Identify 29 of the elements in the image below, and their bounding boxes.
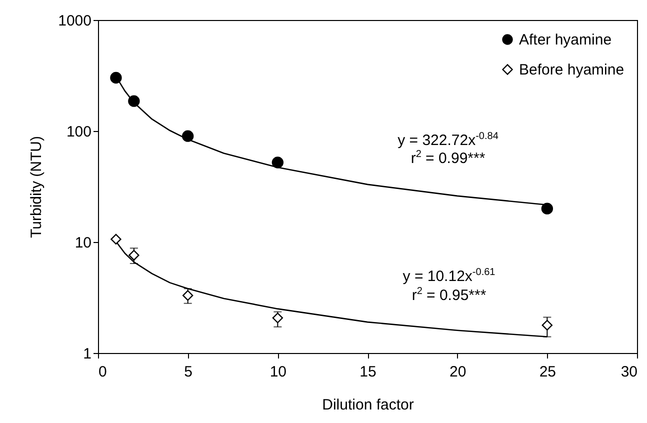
x-tick-label: 20 xyxy=(449,364,466,380)
annotation: y = 322.72x$^{-0.84}$ xyxy=(398,130,498,150)
y-tick-label: 1 xyxy=(83,346,92,362)
y-axis-title: Turbidity (NTU) xyxy=(28,136,46,238)
point xyxy=(272,156,284,168)
point xyxy=(272,312,284,324)
point xyxy=(541,202,554,214)
x-tick-label: 0 xyxy=(98,364,107,380)
point xyxy=(182,290,194,301)
x-tick-label: 15 xyxy=(360,364,376,380)
x-tick-label: 25 xyxy=(539,364,556,380)
point xyxy=(182,130,194,142)
y-tick-label: 10 xyxy=(74,234,92,252)
legend-label: Before hyamine xyxy=(519,62,624,78)
y-tick-label: 1000 xyxy=(58,12,92,30)
point xyxy=(110,72,122,84)
point xyxy=(128,95,140,107)
x-tick-label: 10 xyxy=(270,364,287,380)
point xyxy=(110,234,122,245)
point xyxy=(128,250,140,261)
x-tick-label: 5 xyxy=(184,364,193,380)
annotation: y = 10.12x$^{-0.61}$ xyxy=(402,266,496,286)
annotation: r$^{2}$ = 0.99*** xyxy=(410,149,486,167)
legend-label: After hyamine xyxy=(519,32,612,48)
x-axis-title: Dilution factor xyxy=(322,396,414,414)
annotation: r$^{2}$ = 0.95*** xyxy=(412,286,486,304)
point xyxy=(542,320,553,331)
y-tick-label: 100 xyxy=(66,124,92,140)
x-tick-label: 30 xyxy=(620,364,638,380)
